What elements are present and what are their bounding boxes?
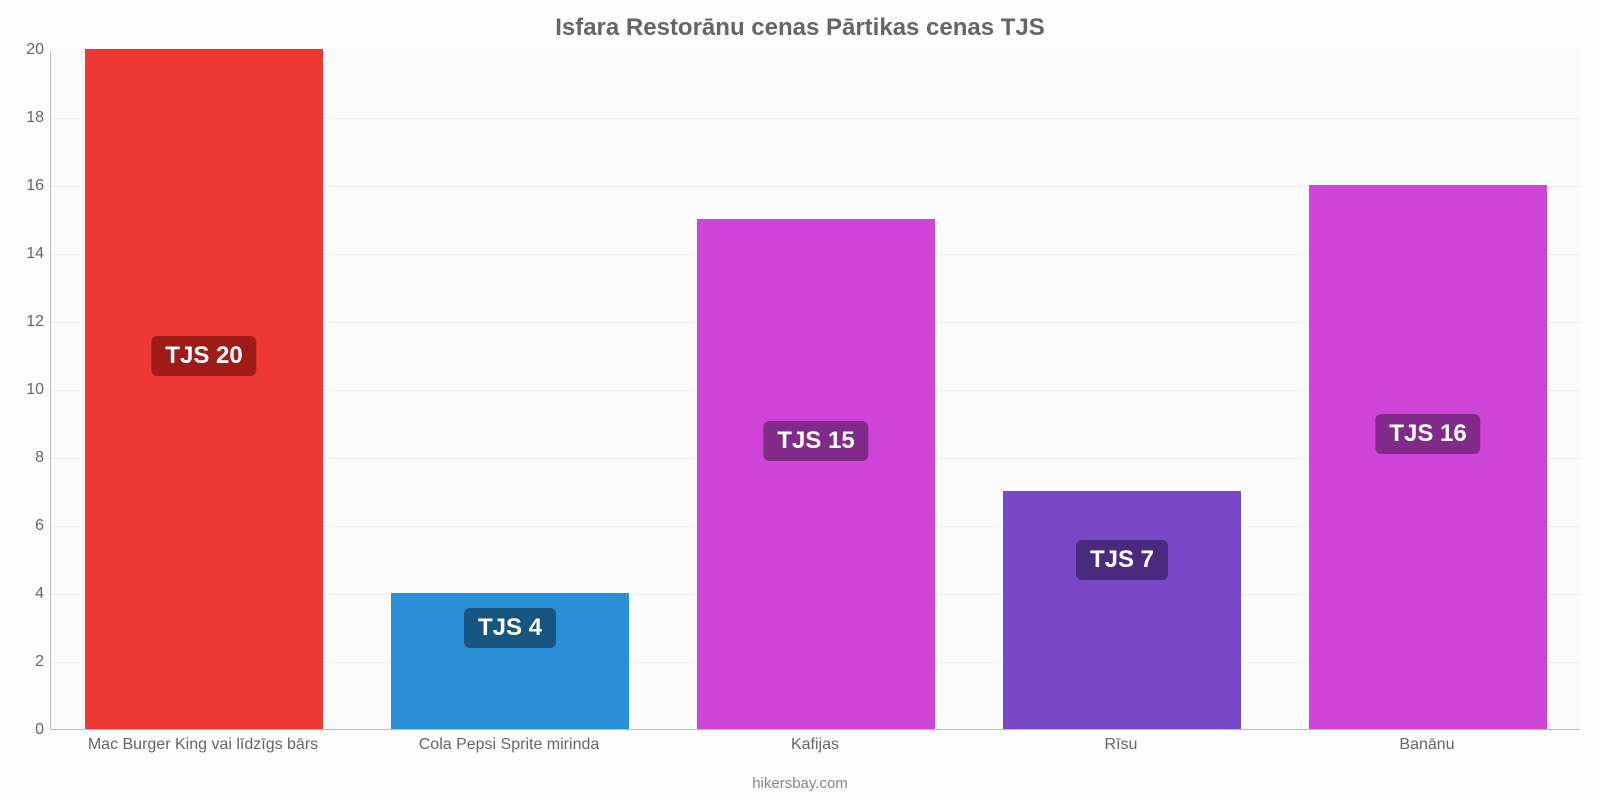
- y-tick-label: 16: [26, 177, 44, 195]
- y-tick-label: 12: [26, 313, 44, 331]
- plot-area: TJS 20 TJS 4 TJS 15 TJS 7 TJS 16: [50, 50, 1580, 730]
- x-tick-label: Kafijas: [791, 736, 839, 754]
- y-tick-label: 20: [26, 41, 44, 59]
- y-tick-label: 6: [35, 517, 44, 535]
- value-badge: TJS 7: [1076, 540, 1168, 580]
- x-tick-label: Cola Pepsi Sprite mirinda: [419, 736, 600, 754]
- bar: [85, 49, 324, 729]
- y-tick-label: 4: [35, 585, 44, 603]
- bar: [697, 219, 936, 729]
- chart-title: Isfara Restorānu cenas Pārtikas cenas TJ…: [0, 14, 1600, 42]
- attribution-text: hikersbay.com: [0, 775, 1600, 792]
- bar: [1003, 491, 1242, 729]
- y-tick-label: 10: [26, 381, 44, 399]
- y-tick-label: 14: [26, 245, 44, 263]
- value-badge: TJS 4: [464, 608, 556, 648]
- value-badge: TJS 15: [763, 421, 868, 461]
- value-badge: TJS 20: [151, 336, 256, 376]
- x-tick-label: Mac Burger King vai līdzīgs bārs: [88, 736, 318, 754]
- x-tick-label: Banānu: [1399, 736, 1454, 754]
- y-tick-label: 8: [35, 449, 44, 467]
- y-tick-label: 18: [26, 109, 44, 127]
- value-badge: TJS 16: [1375, 414, 1480, 454]
- x-tick-label: Rīsu: [1105, 736, 1138, 754]
- y-tick-label: 0: [35, 721, 44, 739]
- bar: [1309, 185, 1548, 729]
- y-tick-label: 2: [35, 653, 44, 671]
